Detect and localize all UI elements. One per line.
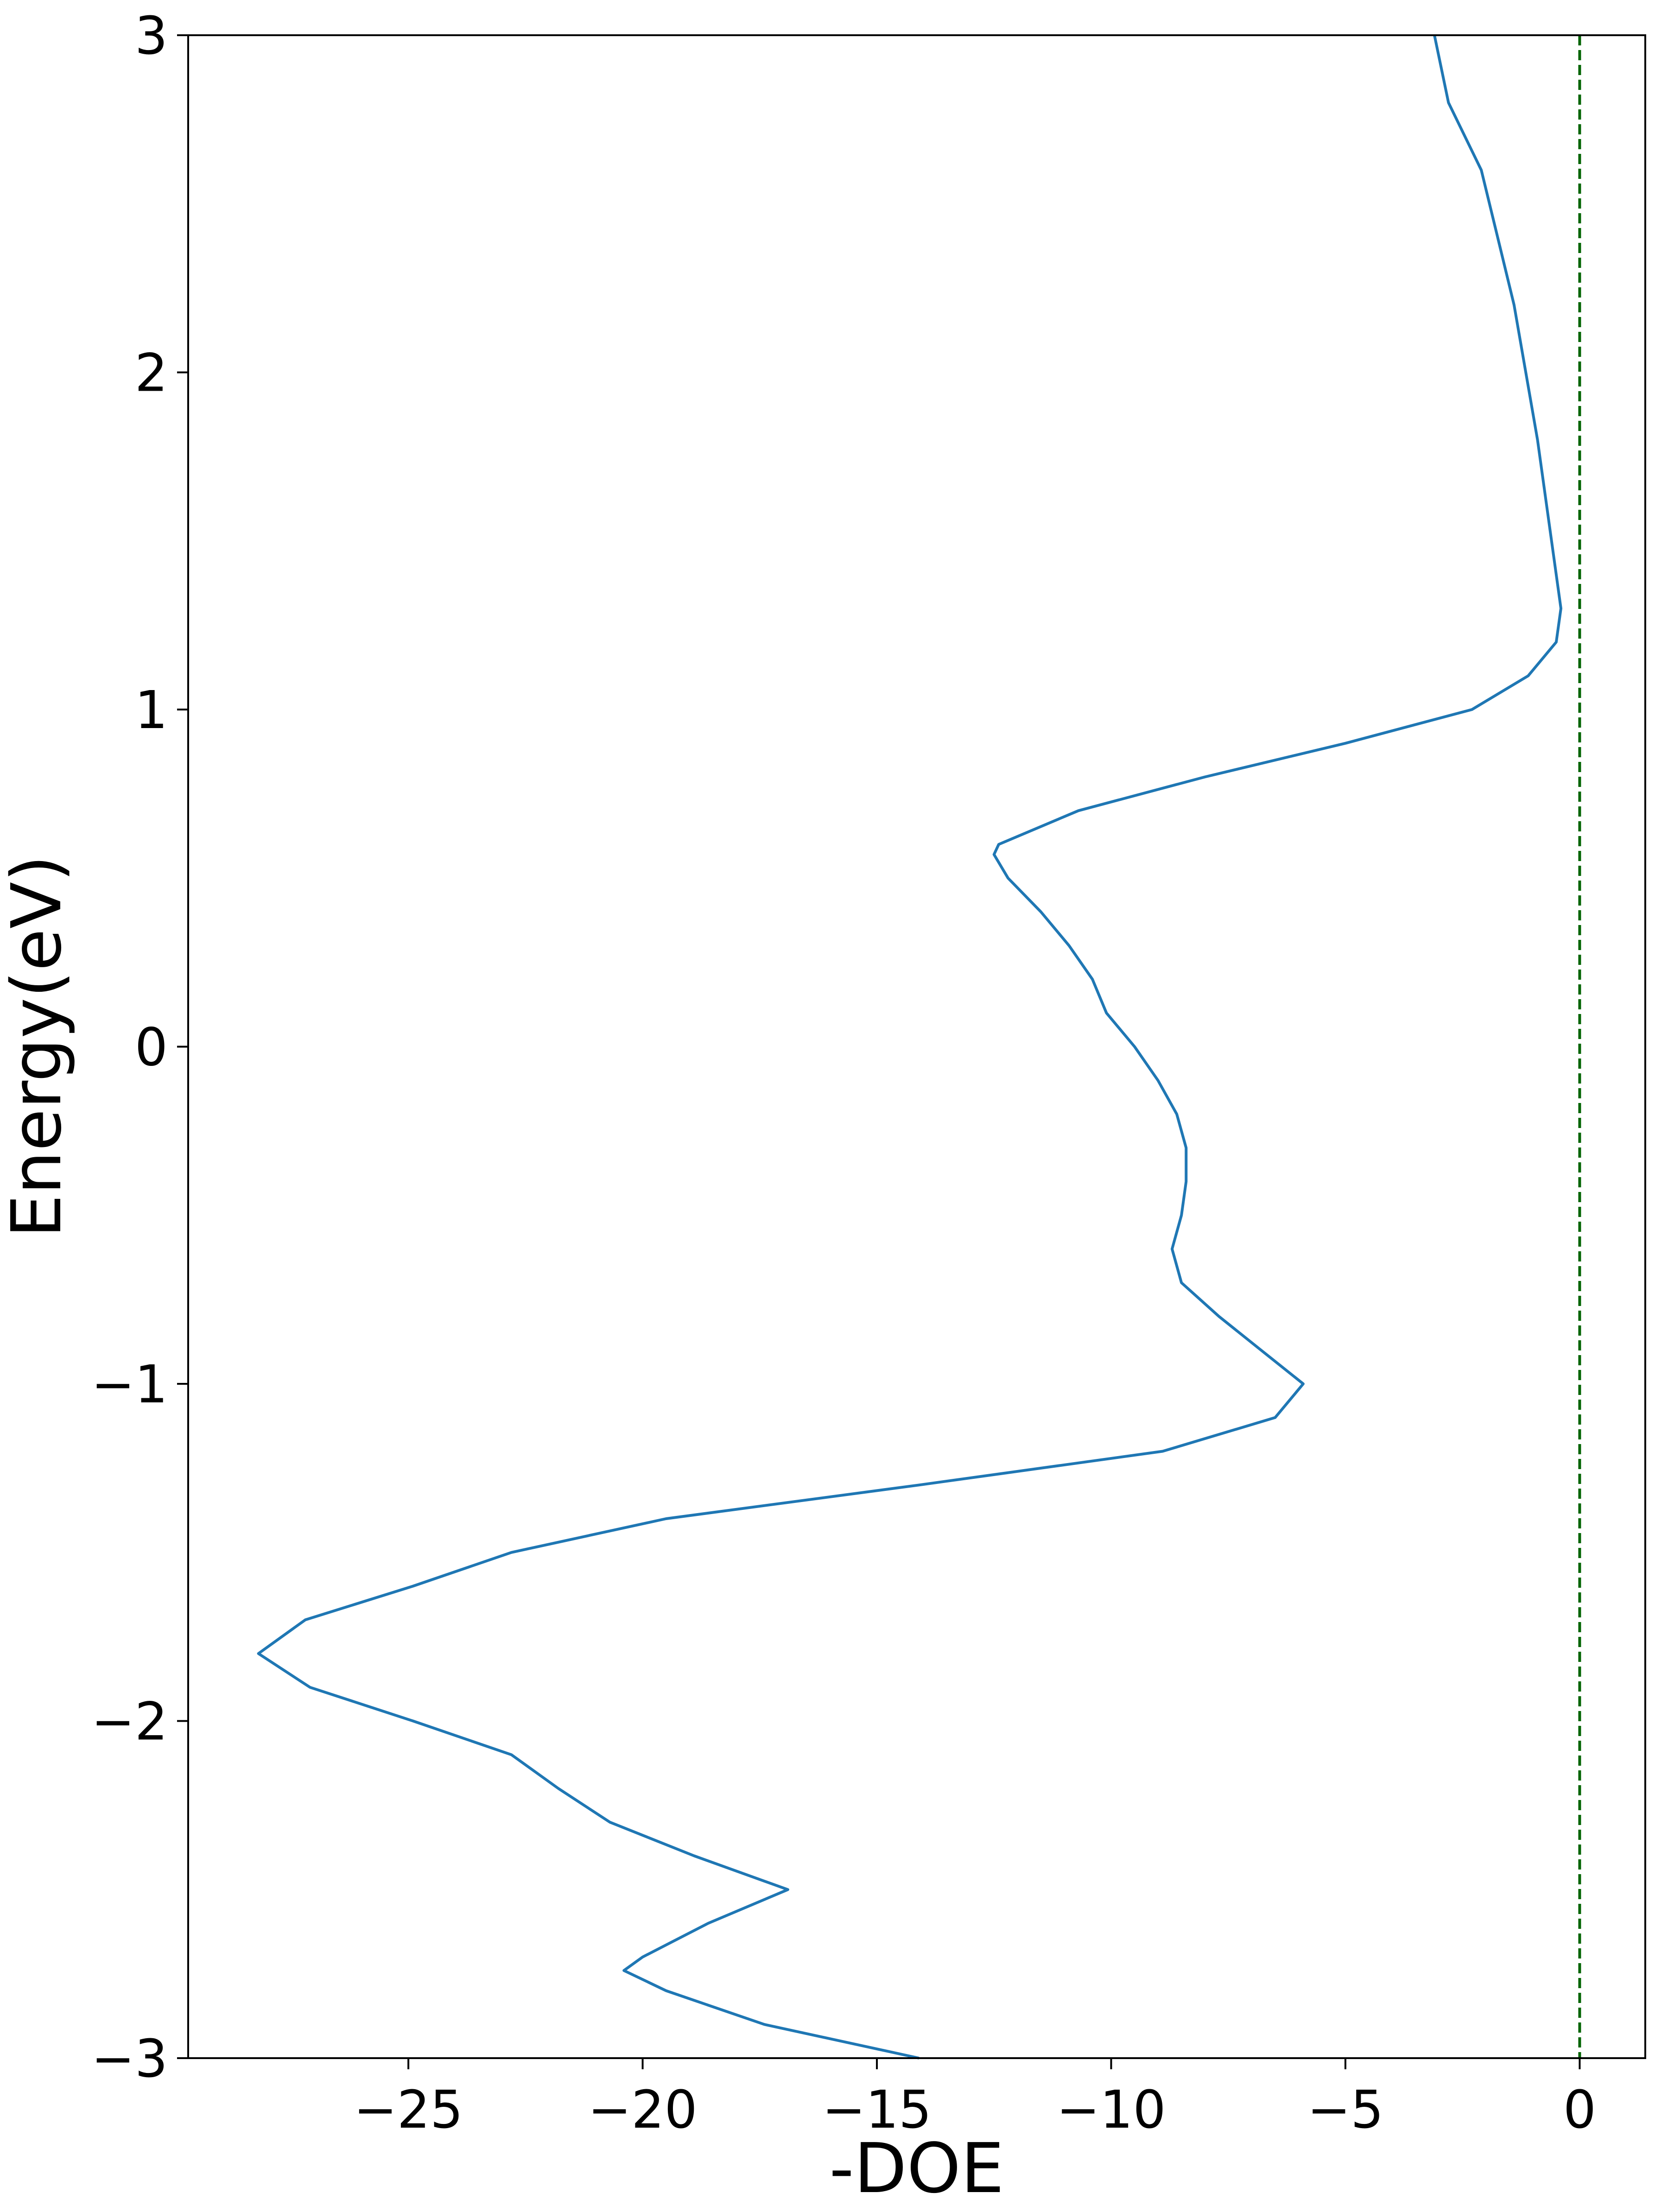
line xyxy=(257,35,1562,2060)
y-tick-label: 0 xyxy=(135,1018,168,1078)
plot-frame xyxy=(187,34,1646,2059)
x-axis-label: -DOE xyxy=(829,2129,1004,2208)
y-tick-label: 3 xyxy=(135,6,168,66)
y-tick-label: 1 xyxy=(135,680,168,741)
x-tick-label: −25 xyxy=(354,2080,463,2140)
x-tick-label: −10 xyxy=(1056,2080,1166,2140)
y-tick-label: −2 xyxy=(91,1692,168,1752)
x-tick-label: −15 xyxy=(822,2080,932,2140)
x-tick-label: 0 xyxy=(1563,2080,1596,2140)
y-axis-label: Energy(eV) xyxy=(0,855,76,1238)
y-tick-label: −3 xyxy=(91,2029,168,2089)
y-tick-label: 2 xyxy=(135,343,168,404)
y-tick-label: −1 xyxy=(91,1355,168,1415)
x-tick-label: −5 xyxy=(1307,2080,1383,2140)
x-tick-label: −20 xyxy=(588,2080,697,2140)
